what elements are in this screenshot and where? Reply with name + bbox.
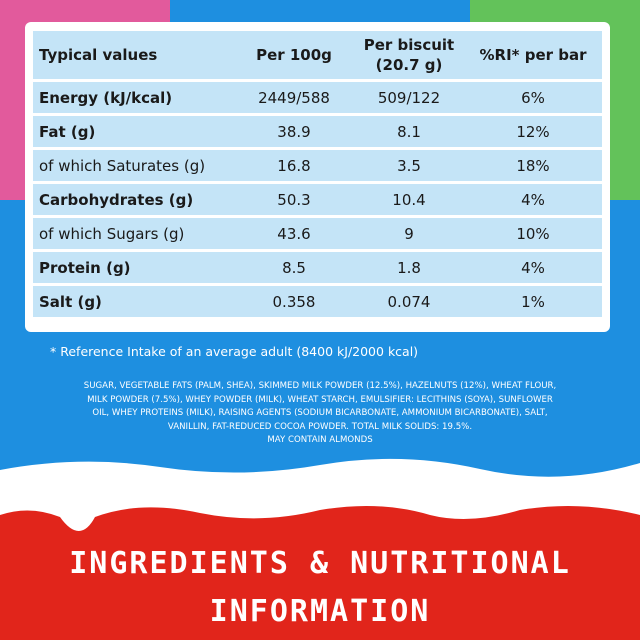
table-row: Protein (g) 8.5 1.8 4%	[33, 252, 602, 283]
nutrition-card: Typical values Per 100g Per biscuit (20.…	[25, 22, 610, 332]
table-cell: 4%	[464, 252, 602, 283]
header-cell: %RI* per bar	[464, 31, 602, 79]
table-cell: 3.5	[354, 150, 464, 181]
ingredients: SUGAR, VEGETABLE FATS (PALM, SHEA), SKIM…	[20, 380, 620, 448]
banner-title: INGREDIENTS & NUTRITIONAL INFORMATION	[0, 540, 640, 636]
table-row: of which Saturates (g) 16.8 3.5 18%	[33, 150, 602, 181]
table-cell: 18%	[464, 150, 602, 181]
banner-line: INFORMATION	[209, 594, 431, 629]
table-cell: Energy (kJ/kcal)	[33, 82, 234, 113]
header-cell: Typical values	[33, 31, 234, 79]
ingredients-line: MILK POWDER (7.5%), WHEY POWDER (MILK), …	[87, 394, 553, 405]
table-cell: 38.9	[234, 116, 354, 147]
milk-wave	[0, 458, 640, 640]
table-row: Salt (g) 0.358 0.074 1%	[33, 286, 602, 317]
ingredients-line: VANILLIN, FAT-REDUCED COCOA POWDER. TOTA…	[167, 421, 473, 432]
table-cell: 509/122	[354, 82, 464, 113]
table-cell: 0.074	[354, 286, 464, 317]
table-row: Carbohydrates (g) 50.3 10.4 4%	[33, 184, 602, 215]
table-cell: 16.8	[234, 150, 354, 181]
table-cell: 4%	[464, 184, 602, 215]
table-cell: 0.358	[234, 286, 354, 317]
table-cell: 50.3	[234, 184, 354, 215]
table-cell: Salt (g)	[33, 286, 234, 317]
header-cell: Per biscuit (20.7 g)	[354, 31, 464, 79]
ingredients-line: MAY CONTAIN ALMONDS	[267, 435, 373, 445]
header-row: Typical values Per 100g Per biscuit (20.…	[33, 31, 602, 79]
table-cell: 10.4	[354, 184, 464, 215]
table-cell: Protein (g)	[33, 252, 234, 283]
table-cell: 2449/588	[234, 82, 354, 113]
table-row: of which Sugars (g) 43.6 9 10%	[33, 218, 602, 249]
table-cell: 43.6	[234, 218, 354, 249]
table-cell: of which Saturates (g)	[33, 150, 234, 181]
table-cell: 8.5	[234, 252, 354, 283]
nutrition-table: Typical values Per 100g Per biscuit (20.…	[33, 28, 602, 320]
table-cell: 6%	[464, 82, 602, 113]
table-row: Energy (kJ/kcal) 2449/588 509/122 6%	[33, 82, 602, 113]
table-cell: 1.8	[354, 252, 464, 283]
table-cell: 1%	[464, 286, 602, 317]
table-cell: Fat (g)	[33, 116, 234, 147]
footnote: * Reference Intake of an average adult (…	[50, 344, 419, 359]
table-cell: 12%	[464, 116, 602, 147]
table-cell: of which Sugars (g)	[33, 218, 234, 249]
table-cell: 8.1	[354, 116, 464, 147]
ingredients-line: SUGAR, VEGETABLE FATS (PALM, SHEA), SKIM…	[83, 381, 557, 391]
table-row: Fat (g) 38.9 8.1 12%	[33, 116, 602, 147]
table-cell: 10%	[464, 218, 602, 249]
banner-line: INGREDIENTS & NUTRITIONAL	[69, 546, 571, 581]
header-cell: Per 100g	[234, 31, 354, 79]
table-cell: 9	[354, 218, 464, 249]
ingredients-line: OIL, WHEY PROTEINS (MILK), RAISING AGENT…	[92, 408, 548, 418]
table-cell: Carbohydrates (g)	[33, 184, 234, 215]
